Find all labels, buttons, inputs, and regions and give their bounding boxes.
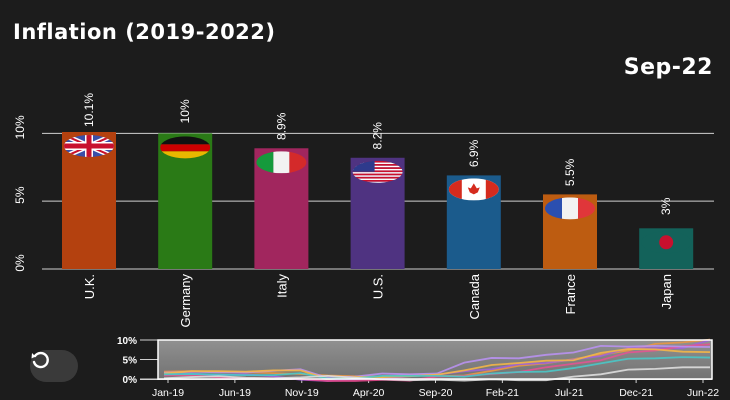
navigator-y-tick-label: 10% xyxy=(117,336,137,347)
data-label: 5.5% xyxy=(563,158,577,186)
navigator-selection xyxy=(157,339,713,380)
reset-button[interactable] xyxy=(30,350,78,382)
navigator-x-tick-label: Nov-19 xyxy=(285,387,319,399)
rotate-ccw-icon xyxy=(31,351,49,369)
data-label: 8.2% xyxy=(371,122,385,150)
category-label: Japan xyxy=(659,274,674,309)
y-tick-label: 5% xyxy=(13,186,27,204)
germany-flag-icon xyxy=(160,136,211,159)
canada-flag-icon xyxy=(448,178,499,201)
category-label: France xyxy=(563,274,578,314)
us-flag-icon xyxy=(352,160,403,183)
data-label: 8.9% xyxy=(274,112,288,140)
navigator-series-line xyxy=(163,366,710,382)
bar-chart: 0% 5% 10% 10.1% U.K. 10% Germany 8.9% Italy 8.2% U… xyxy=(13,93,714,328)
navigator-x-tick-label: Jul-21 xyxy=(555,387,584,399)
data-label: 3% xyxy=(659,197,673,215)
uk-flag-icon xyxy=(64,135,114,157)
data-label: 6.9% xyxy=(467,139,481,167)
category-label: Canada xyxy=(467,273,482,319)
navigator-x-tick-label: Apr-20 xyxy=(353,387,385,399)
y-tick-label: 0% xyxy=(13,254,27,272)
navigator-y-tick-label: 5% xyxy=(123,356,138,367)
data-label: 10% xyxy=(178,99,192,123)
chart-title: Inflation (2019-2022) xyxy=(13,20,276,44)
navigator-x-tick-label: Jan-19 xyxy=(152,387,184,399)
italy-flag-icon xyxy=(256,151,307,174)
navigator-series-line xyxy=(163,348,711,380)
japan-flag-icon xyxy=(641,231,692,254)
date-label: Sep-22 xyxy=(623,55,713,80)
navigator-y-tick-label: 0% xyxy=(123,375,138,386)
category-label: U.S. xyxy=(371,274,386,299)
category-label: Germany xyxy=(178,274,193,328)
navigator-series-line xyxy=(163,356,711,380)
category-label: Italy xyxy=(274,274,289,298)
data-label: 10.1% xyxy=(82,93,96,127)
navigator-x-tick-label: Dec-21 xyxy=(619,387,653,399)
france-flag-icon xyxy=(545,197,595,220)
navigator-x-tick-label: Sep-20 xyxy=(419,387,453,399)
navigator-x-tick-label: Feb-21 xyxy=(486,387,519,399)
navigator-x-tick-label: Jun-22 xyxy=(687,387,719,399)
category-label: U.K. xyxy=(82,274,97,299)
navigator-chart[interactable]: 0% 5% 10% Jan-19 Jun-19 Nov-19 Apr-20 Sep-20 Feb… xyxy=(117,336,719,399)
y-tick-label: 10% xyxy=(13,115,27,139)
navigator-x-tick-label: Jun-19 xyxy=(219,387,251,399)
